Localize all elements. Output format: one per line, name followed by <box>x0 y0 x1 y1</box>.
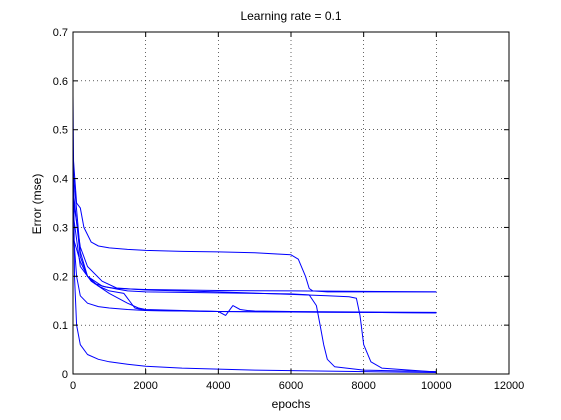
y-tick-label: 0.3 <box>53 222 68 234</box>
series-line-8 <box>72 237 437 314</box>
y-tick-label: 0.4 <box>53 174 68 186</box>
plot-area: 0 2000 4000 6000 8000 10000 12000 0 0.1 0.2 0.3 0.4… <box>53 27 525 392</box>
y-tick-label: 0.2 <box>53 271 68 283</box>
y-tick-label: 0.5 <box>53 125 68 137</box>
x-tick-label: 2000 <box>133 380 157 392</box>
y-tick-label: 0 <box>62 369 68 381</box>
chart-title: Learning rate = 0.1 <box>240 9 341 23</box>
y-tick-label: 0.1 <box>53 320 68 332</box>
series-line-5 <box>72 198 437 373</box>
x-tick-label: 6000 <box>279 380 303 392</box>
x-tick-label: 10000 <box>421 380 452 392</box>
y-tick-label: 0.6 <box>53 76 68 88</box>
series-line-1 <box>72 95 437 373</box>
x-axis-label: epochs <box>272 397 311 411</box>
x-tick-label: 0 <box>70 380 76 392</box>
y-axis-label: Error (mse) <box>30 174 44 235</box>
y-tick-label: 0.7 <box>53 27 68 39</box>
x-tick-label: 8000 <box>351 380 375 392</box>
x-tick-label: 12000 <box>494 380 525 392</box>
x-tick-label: 4000 <box>206 380 230 392</box>
